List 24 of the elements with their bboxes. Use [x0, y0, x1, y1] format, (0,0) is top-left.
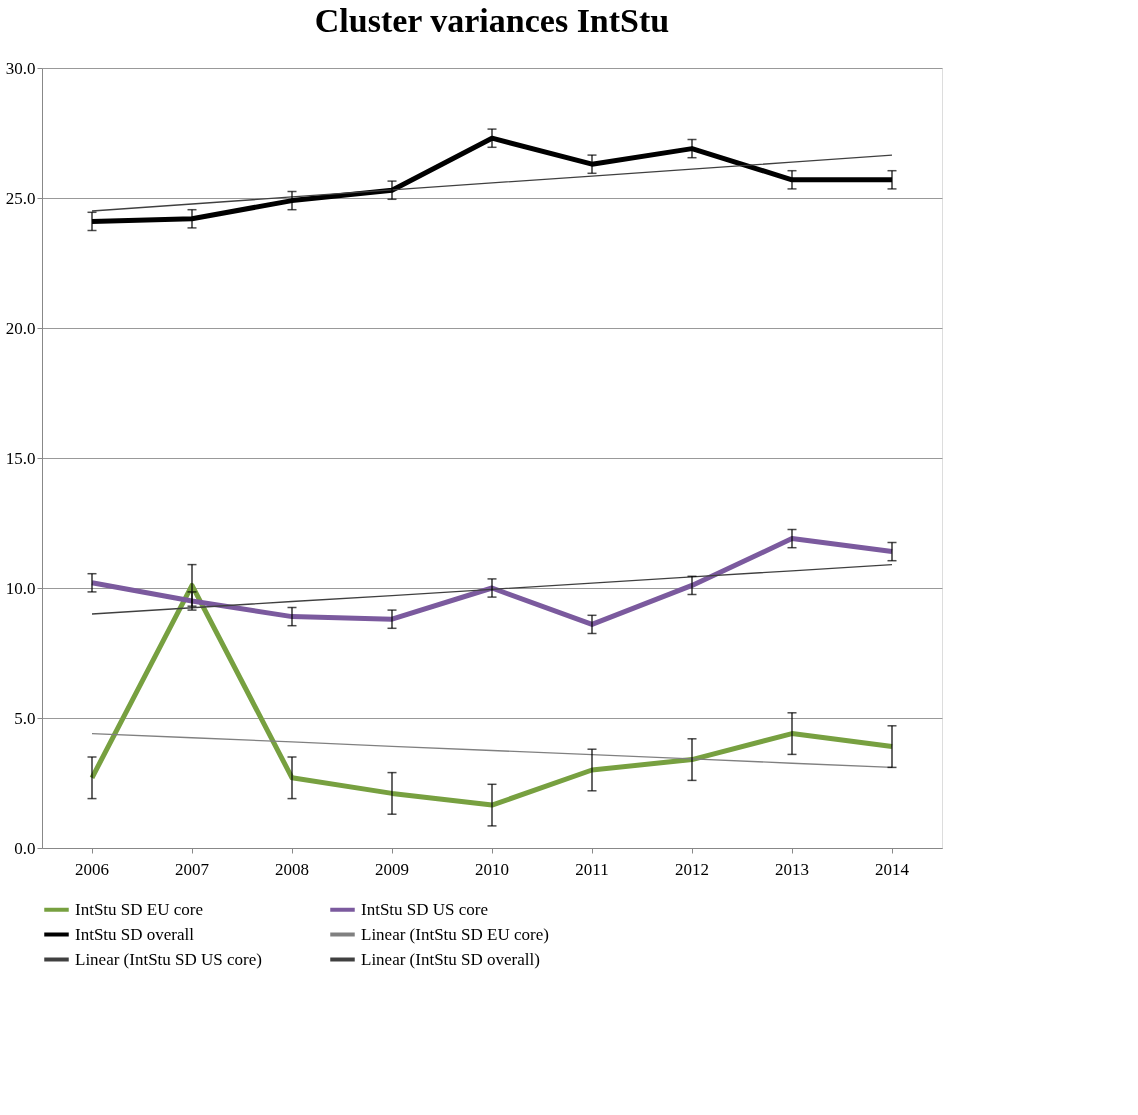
x-tick-label: 2014	[875, 859, 910, 879]
x-tick-label: 2009	[375, 859, 409, 879]
y-tick-label: 10.0	[5, 578, 36, 598]
y-tick-label: 25.0	[5, 188, 36, 208]
line-series	[91, 563, 893, 615]
legend-label: IntStu SD overall	[75, 924, 195, 944]
y-tick-label: 5.0	[14, 708, 36, 728]
y-tick-label: 30.0	[5, 58, 36, 78]
x-tick-label: 2007	[175, 859, 210, 879]
legend-label: Linear (IntStu SD overall)	[361, 949, 540, 969]
x-tick-label: 2008	[275, 859, 309, 879]
legend-label: Linear (IntStu SD EU core)	[361, 924, 549, 944]
x-tick-label: 2013	[775, 859, 809, 879]
x-tick-label: 2006	[75, 859, 109, 879]
chart-title: Cluster variances IntStu	[314, 2, 670, 39]
x-tick-label: 2010	[475, 859, 509, 879]
x-tick-label: 2012	[675, 859, 709, 879]
legend-label: IntStu SD US core	[361, 899, 489, 919]
y-tick-label: 0.0	[14, 838, 36, 858]
y-tick-label: 15.0	[5, 448, 36, 468]
y-tick-label: 20.0	[5, 318, 36, 338]
x-tick-label: 2011	[575, 859, 609, 879]
legend-label: Linear (IntStu SD US core)	[75, 949, 262, 969]
legend-label: IntStu SD EU core	[75, 899, 203, 919]
